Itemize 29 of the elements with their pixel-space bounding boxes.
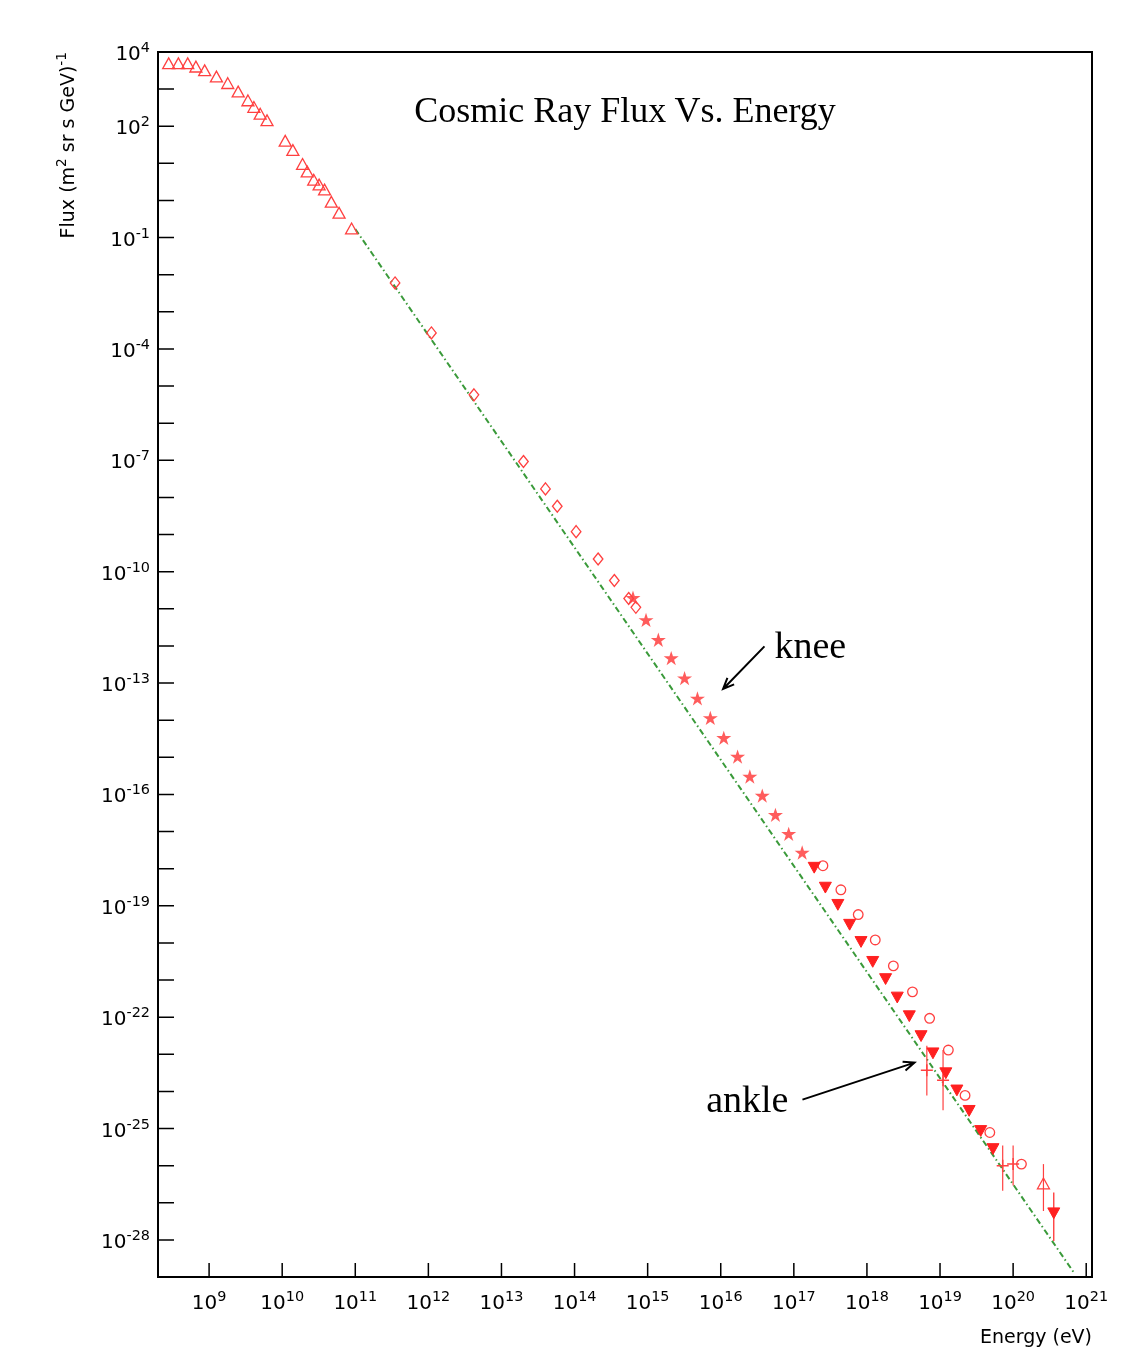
y-tick-label: 10$^{-4}$	[110, 335, 150, 362]
x-tick-label: 10$^{13}$	[479, 1288, 524, 1314]
x-axis-title: Energy (eV)	[979, 1325, 1092, 1347]
x-tick-label: 10$^{10}$	[260, 1288, 305, 1314]
annotation: ankle	[706, 1077, 789, 1120]
y-tick-label: 10$^{-7}$	[110, 447, 150, 474]
x-tick-label: 10$^{19}$	[918, 1288, 962, 1314]
y-tick-label: 10$^{-25}$	[101, 1115, 150, 1142]
y-tick-label: 10$^{-28}$	[101, 1226, 150, 1253]
x-tick-label: 10$^{12}$	[406, 1288, 451, 1314]
text: Cosmic Ray Flux Vs. Energy	[414, 90, 836, 130]
y-tick-label: 10$^{-16}$	[101, 781, 150, 808]
y-tick-label: 10$^{-10}$	[101, 558, 150, 585]
x-tick-label: 10$^{17}$	[771, 1288, 816, 1314]
x-tick-label: 10$^{14}$	[552, 1288, 597, 1314]
x-tick-label: 10$^{21}$	[1064, 1288, 1109, 1314]
y-tick-label: 10$^{-1}$	[110, 224, 150, 251]
annotation: knee	[774, 624, 847, 667]
x-tick-label: 10$^{20}$	[991, 1288, 1035, 1314]
y-tick-label: 10$^{2}$	[115, 113, 150, 140]
y-tick-label: 10$^{-13}$	[101, 670, 150, 697]
x-tick-label: 10$^{15}$	[625, 1288, 670, 1314]
y-tick-label: 10$^{-19}$	[101, 892, 150, 919]
x-tick-label: 10$^{9}$	[191, 1288, 227, 1314]
x-tick-label: 10$^{18}$	[845, 1288, 889, 1314]
y-tick-label: 10$^{4}$	[115, 39, 150, 65]
y-tick-label: 10$^{-22}$	[101, 1004, 150, 1031]
x-tick-label: 10$^{11}$	[333, 1288, 378, 1314]
x-tick-label: 10$^{16}$	[698, 1288, 743, 1314]
